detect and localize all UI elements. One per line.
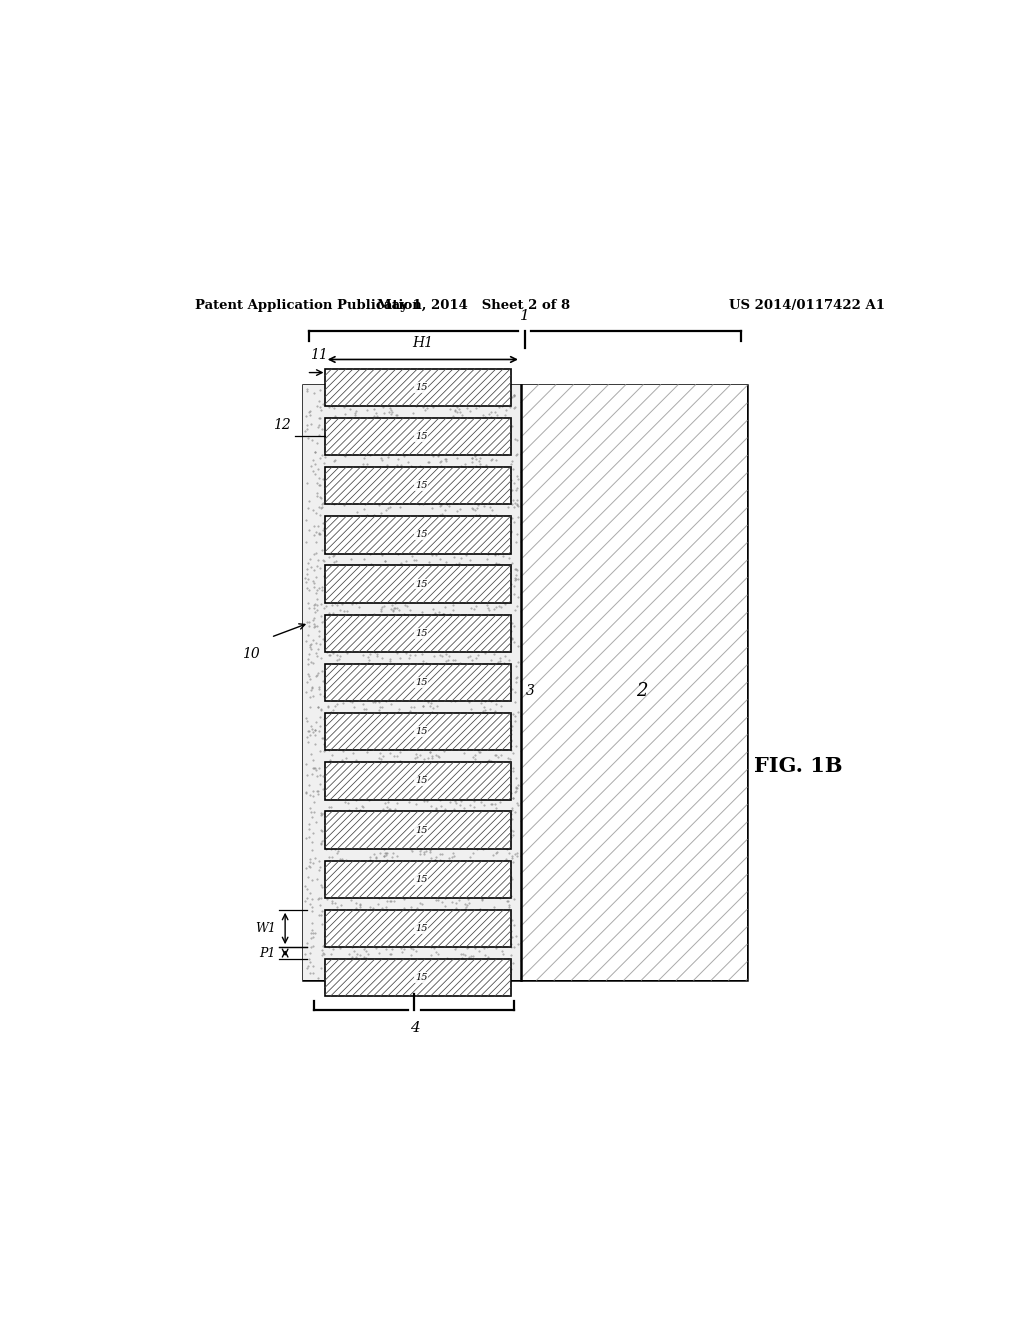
Text: 15: 15 xyxy=(415,678,428,686)
Text: 15: 15 xyxy=(415,482,428,490)
Text: 12: 12 xyxy=(273,418,291,433)
Text: 3: 3 xyxy=(525,684,535,698)
Text: 15: 15 xyxy=(415,579,428,589)
Bar xyxy=(325,418,511,455)
Text: 4: 4 xyxy=(410,1020,420,1035)
Bar xyxy=(325,762,511,800)
Text: 15: 15 xyxy=(415,531,428,540)
Bar xyxy=(325,565,511,603)
Text: 15: 15 xyxy=(415,973,428,982)
Text: 15: 15 xyxy=(415,924,428,933)
Bar xyxy=(325,713,511,750)
Bar xyxy=(325,615,511,652)
Bar xyxy=(325,909,511,948)
Text: 2: 2 xyxy=(636,682,647,701)
Text: 15: 15 xyxy=(415,875,428,884)
Text: 15: 15 xyxy=(415,432,428,441)
Text: 15: 15 xyxy=(415,383,428,392)
Text: 15: 15 xyxy=(415,628,428,638)
Bar xyxy=(325,516,511,553)
Bar xyxy=(325,467,511,504)
Text: FIG. 1B: FIG. 1B xyxy=(755,756,843,776)
Text: 15: 15 xyxy=(415,776,428,785)
Bar xyxy=(325,664,511,701)
Text: 1: 1 xyxy=(520,309,529,323)
Bar xyxy=(521,385,748,979)
Text: H1: H1 xyxy=(413,337,433,350)
Bar xyxy=(303,385,521,979)
Bar xyxy=(303,385,748,979)
Text: 15: 15 xyxy=(415,727,428,737)
Text: 10: 10 xyxy=(242,647,260,661)
Bar xyxy=(325,812,511,849)
Bar xyxy=(325,960,511,997)
Bar xyxy=(325,368,511,407)
Text: May 1, 2014   Sheet 2 of 8: May 1, 2014 Sheet 2 of 8 xyxy=(377,300,569,312)
Text: 15: 15 xyxy=(415,825,428,834)
Text: P1: P1 xyxy=(259,946,275,960)
Bar xyxy=(325,861,511,898)
Text: US 2014/0117422 A1: US 2014/0117422 A1 xyxy=(728,300,885,312)
Text: Patent Application Publication: Patent Application Publication xyxy=(196,300,422,312)
Text: 11: 11 xyxy=(310,348,329,362)
Text: W1: W1 xyxy=(255,921,275,935)
